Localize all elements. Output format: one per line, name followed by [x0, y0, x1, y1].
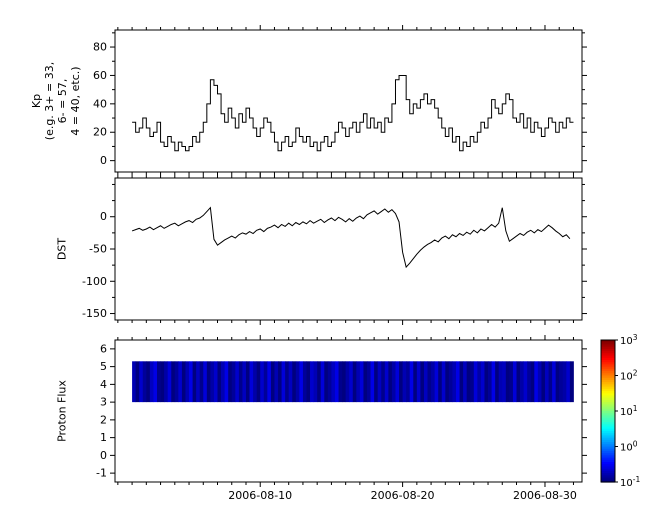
colorbar-tick-label: 10-1 [620, 475, 640, 489]
y-tick-label: 20 [93, 126, 107, 139]
x-ticks [117, 335, 574, 487]
dst-panel: 0 -50 -100 -150 [82, 173, 587, 325]
y-tick-label: -100 [82, 275, 107, 288]
y-tick-label: -50 [89, 243, 107, 256]
colorbar: 103 102 101 100 10-1 [600, 333, 640, 489]
y-tick-label: 0 [100, 154, 107, 167]
y-tick-label: 0 [100, 210, 107, 223]
y-tick-label: -150 [82, 307, 107, 320]
x-tick-label: 2006-08-20 [371, 489, 435, 502]
y-tick-label: 2 [100, 413, 107, 426]
panel-frame [114, 339, 583, 483]
y-ticks: 0 -50 -100 -150 [82, 183, 587, 320]
colorbar-tick-label: 103 [620, 333, 638, 347]
y-ticks: 0 20 40 60 80 [93, 32, 587, 167]
colorbar-gradient [601, 340, 615, 483]
y-tick-label: 4 [100, 378, 107, 391]
x-tick-label: 2006-08-30 [513, 489, 577, 502]
y-tick-label: 5 [100, 360, 107, 373]
kp-line [132, 74, 574, 152]
y-tick-label: 40 [93, 97, 107, 110]
colorbar-tick-label: 100 [620, 440, 638, 454]
y-tick-label: 80 [93, 41, 107, 54]
colorbar-tick-label: 101 [620, 404, 638, 418]
y-tick-label: 3 [100, 396, 107, 409]
panel-frame [114, 29, 583, 173]
y-tick-label: 1 [100, 431, 107, 444]
proton-flux-band [132, 361, 574, 403]
y-tick-label: 6 [100, 342, 107, 355]
x-tick-label: 2006-08-10 [228, 489, 292, 502]
x-axis-tick-labels: 2006-08-10 2006-08-20 2006-08-30 [228, 489, 577, 502]
proton-flux-panel: 6 5 4 3 2 1 0 -1 [96, 335, 587, 487]
dst-line [131, 206, 571, 269]
x-ticks [117, 173, 574, 325]
y-tick-label: 60 [93, 69, 107, 82]
kp-panel: 0 20 40 60 80 [93, 25, 587, 177]
y-tick-label: -1 [96, 467, 107, 480]
panel-frame [114, 177, 583, 321]
x-ticks [117, 25, 574, 177]
y-ticks: 6 5 4 3 2 1 0 -1 [96, 342, 587, 480]
y-tick-label: 0 [100, 449, 107, 462]
colorbar-tick-label: 102 [620, 369, 638, 383]
